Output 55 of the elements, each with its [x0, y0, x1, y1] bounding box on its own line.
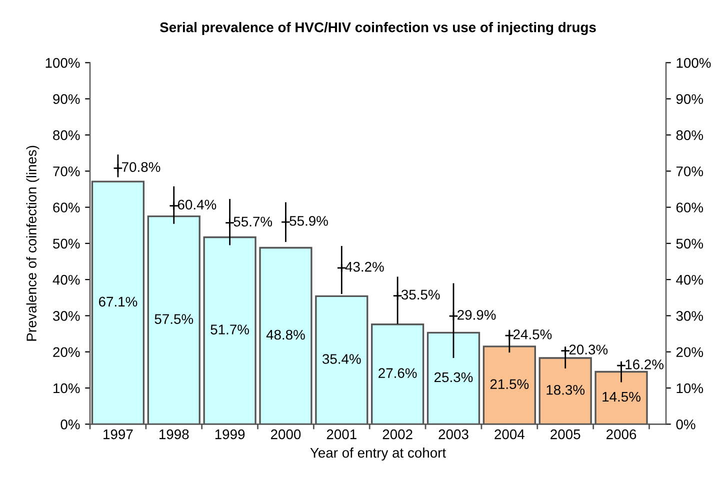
data-label: 20.3% [569, 344, 608, 355]
y2-tick-label: 50% [676, 238, 704, 249]
x-tick-label: 1999 [215, 429, 245, 440]
x-tick-label: 2001 [326, 429, 356, 440]
x-tick-label: 1997 [104, 429, 133, 440]
data-label: 57.5% [154, 314, 194, 324]
y-tick-label: 30% [53, 311, 80, 321]
y-axis-title: Prevalence of coinfection (lines) [26, 146, 40, 341]
data-label: 67.1% [98, 296, 138, 307]
y2-tick-label: 60% [676, 202, 704, 212]
x-tick-label: 2005 [550, 429, 580, 440]
data-label: 35.4% [322, 354, 361, 364]
y-tick-label: 70% [53, 166, 80, 176]
x-tick-label: 1998 [159, 429, 189, 440]
data-label: 60.4% [178, 200, 216, 210]
x-tick-label: 2000 [270, 429, 301, 440]
y2-tick-label: 40% [676, 274, 704, 285]
data-label: 27.6% [378, 368, 417, 378]
y-tick-label: 10% [54, 383, 80, 394]
data-label: 24.5% [513, 329, 552, 340]
x-tick-label: 2004 [494, 429, 524, 440]
data-label: 70.8% [122, 162, 160, 172]
x-axis-title: Year of entry at cohort [310, 448, 446, 460]
data-label: 51.7% [210, 324, 250, 334]
data-label: 35.5% [401, 290, 440, 300]
data-label: 21.5% [490, 379, 529, 390]
y2-tick-label: 100% [676, 58, 711, 68]
y2-tick-label: 70% [676, 166, 704, 176]
y-tick-label: 0% [60, 419, 80, 430]
data-label: 14.5% [602, 392, 640, 402]
x-tick-label: 2006 [606, 429, 636, 440]
y-tick-label: 40% [52, 274, 80, 285]
data-label: 18.3% [546, 384, 585, 395]
y-tick-label: 100% [46, 58, 80, 68]
data-label: 25.3% [434, 372, 473, 382]
data-label: 43.2% [345, 262, 384, 272]
chart-title: Serial prevalence of HVC/HIV coinfection vs use of injecting drugs [160, 22, 596, 36]
x-tick-label: 2002 [382, 429, 412, 440]
data-label: 55.9% [290, 216, 328, 226]
data-label: 29.9% [458, 310, 496, 320]
y-tick-label: 90% [53, 94, 80, 104]
x-tick-label: 2003 [438, 429, 468, 440]
data-label: 16.2% [626, 359, 664, 370]
y2-tick-label: 80% [676, 130, 704, 140]
y2-tick-label: 30% [676, 311, 704, 321]
data-label: 48.8% [266, 330, 305, 340]
y-tick-label: 60% [53, 202, 80, 212]
y-tick-label: 20% [53, 347, 80, 358]
y2-tick-label: 10% [676, 383, 704, 394]
y2-tick-label: 90% [676, 94, 704, 104]
y2-tick-label: 0% [676, 419, 696, 430]
data-label: 55.7% [234, 216, 272, 227]
y2-tick-label: 20% [676, 347, 704, 358]
y-tick-label: 80% [53, 130, 80, 140]
y-tick-label: 50% [53, 238, 80, 249]
